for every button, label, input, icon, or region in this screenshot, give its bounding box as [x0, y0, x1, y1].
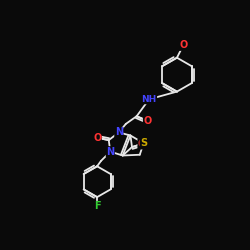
Text: O: O	[93, 133, 101, 143]
Text: N: N	[106, 147, 114, 157]
Text: O: O	[138, 139, 146, 149]
Text: N: N	[115, 128, 123, 138]
Text: S: S	[140, 138, 147, 148]
Text: F: F	[94, 201, 100, 211]
Text: O: O	[179, 40, 187, 50]
Text: O: O	[144, 116, 152, 126]
Text: NH: NH	[142, 95, 157, 104]
